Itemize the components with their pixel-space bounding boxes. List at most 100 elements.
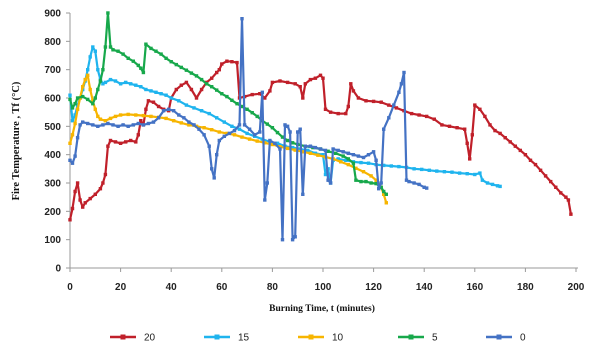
legend-label: 10 xyxy=(332,333,344,344)
series-0-point xyxy=(182,116,186,120)
series-5-point xyxy=(174,62,178,67)
series-20-point xyxy=(174,87,178,92)
series-15-point xyxy=(159,92,163,96)
series-20-point xyxy=(118,141,123,145)
series-15-point xyxy=(465,172,469,176)
series-0-point xyxy=(323,148,328,153)
series-0-point xyxy=(78,123,82,127)
series-15-point xyxy=(245,131,249,136)
series-5-point xyxy=(164,56,168,60)
series-10-point xyxy=(210,128,214,132)
series-10-point xyxy=(70,133,75,137)
series-20-point xyxy=(73,189,77,194)
series-0-point xyxy=(111,123,115,127)
series-5-point xyxy=(275,130,280,135)
series-15-point xyxy=(86,68,90,72)
series-20-point xyxy=(215,70,219,75)
series-5-point xyxy=(204,82,209,86)
y-axis-title: Fire Temperature , Tf (°C) xyxy=(11,81,22,200)
series-20-point xyxy=(220,62,224,66)
series-5-point xyxy=(91,102,95,106)
series-5-point xyxy=(334,151,338,155)
series-0-point xyxy=(425,186,429,190)
series-20-point xyxy=(318,73,323,77)
series-20-point xyxy=(199,87,204,92)
series-20-point xyxy=(103,172,108,177)
series-5-point xyxy=(255,114,259,119)
series-20-point xyxy=(493,128,497,133)
series-20-point xyxy=(518,148,522,153)
series-20-point xyxy=(230,60,234,64)
series-15-point xyxy=(108,77,113,82)
series-0-point xyxy=(280,238,285,242)
series-5-point xyxy=(121,52,125,56)
series-0-point xyxy=(141,123,146,127)
legend-label: 20 xyxy=(144,333,156,344)
series-10-point xyxy=(270,142,275,147)
series-0-point xyxy=(283,123,287,127)
series-10-point xyxy=(134,113,138,117)
series-20-point xyxy=(394,106,399,110)
series-15-point xyxy=(323,172,328,177)
series-20-point xyxy=(508,140,512,144)
series-0-point xyxy=(161,109,166,113)
series-0-point xyxy=(399,82,404,86)
series-20-point xyxy=(98,187,103,191)
series-15-point xyxy=(134,83,138,87)
series-5-point xyxy=(111,48,115,52)
series-10-point xyxy=(83,77,87,82)
series-0-point xyxy=(75,136,80,140)
series-20-point xyxy=(136,133,140,137)
series-0-point xyxy=(116,124,120,128)
series-15-point xyxy=(73,113,77,117)
series-20-point xyxy=(323,107,328,111)
y-tick-label: 500 xyxy=(44,122,61,133)
series-20-point xyxy=(483,114,487,119)
series-15-point xyxy=(129,82,133,86)
y-tick-label: 300 xyxy=(44,179,61,190)
series-20-point xyxy=(189,87,194,92)
legend-label: 0 xyxy=(520,333,526,344)
series-0-point xyxy=(232,128,237,133)
x-tick-label: 100 xyxy=(315,282,332,293)
series-15-point xyxy=(366,161,371,165)
series-20-point xyxy=(328,110,333,114)
series-10-point xyxy=(278,145,282,149)
series-10-point xyxy=(301,150,305,154)
y-tick-label: 700 xyxy=(44,65,61,76)
series-0-point xyxy=(240,17,244,21)
series-5-point xyxy=(250,111,254,115)
series-10-point xyxy=(382,192,386,196)
series-15-point xyxy=(359,160,363,165)
series-20-point xyxy=(478,107,482,111)
series-10-point xyxy=(285,146,290,151)
series-20-point xyxy=(308,77,313,82)
legend-swatch-marker xyxy=(496,334,502,340)
series-20-point xyxy=(351,89,356,93)
series-20-point xyxy=(569,212,573,216)
series-20-point xyxy=(285,80,290,85)
series-5-point xyxy=(270,126,275,130)
series-0-point xyxy=(86,121,90,126)
series-0-point xyxy=(207,144,211,148)
series-15-point xyxy=(485,181,490,185)
series-5-point xyxy=(199,77,204,82)
series-5-point xyxy=(126,56,130,60)
series-0-point xyxy=(156,116,161,120)
legend-item-5: 5 xyxy=(398,333,438,344)
series-5-point xyxy=(351,161,356,165)
x-tick-label: 0 xyxy=(67,282,73,293)
series-5-point xyxy=(103,45,108,49)
series-5-point xyxy=(169,60,173,64)
series-0-point xyxy=(101,123,105,127)
series-20-point xyxy=(303,82,307,86)
series-0-point xyxy=(341,150,345,154)
series-20-point xyxy=(503,136,507,140)
series-0-point xyxy=(268,138,272,143)
series-15-point xyxy=(306,148,310,153)
series-10-point xyxy=(93,107,97,111)
series-20-point xyxy=(250,92,254,97)
x-tick-label: 20 xyxy=(115,282,127,293)
series-20-point xyxy=(543,174,548,178)
series-5-point xyxy=(194,74,199,78)
